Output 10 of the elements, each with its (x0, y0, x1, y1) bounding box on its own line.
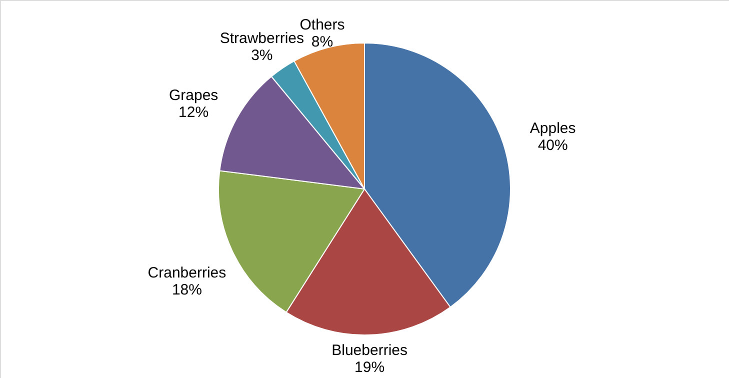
slice-label: Grapes (168, 87, 218, 104)
data-label: 12% (178, 104, 209, 122)
slice-label: Cranberries (148, 264, 226, 282)
data-label: 3% (251, 47, 273, 64)
slice-label: Apples (530, 120, 576, 137)
slice-label: Blueberries (332, 342, 408, 360)
data-label: 40% (538, 136, 568, 154)
data-label: 8% (311, 33, 334, 50)
data-label: 19% (354, 359, 385, 376)
data-label: 18% (172, 282, 202, 299)
